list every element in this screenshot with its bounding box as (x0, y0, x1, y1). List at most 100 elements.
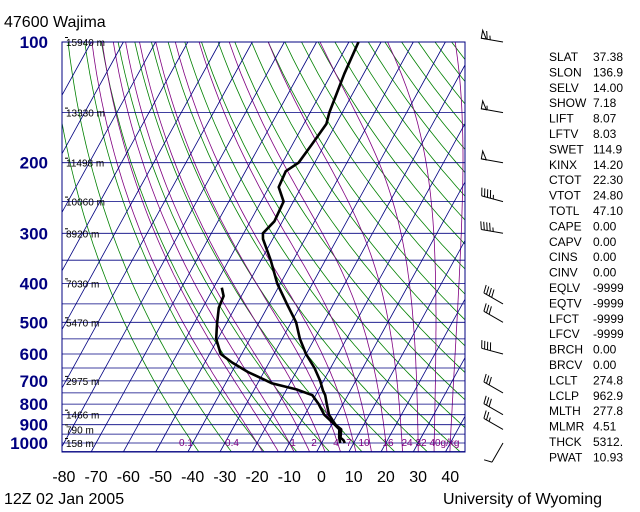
index-value: 37.38 (593, 50, 623, 64)
wind-barb-feather (486, 375, 490, 384)
dry-adiabat-line (167, 42, 428, 452)
dry-adiabat-line (62, 120, 199, 452)
x-tick-label: -10 (278, 469, 301, 486)
isotherm-line (316, 181, 466, 453)
index-value: 22.30 (593, 173, 623, 187)
index-value: 0.00 (593, 343, 617, 357)
isotherm-line (445, 416, 466, 453)
wind-barb-feather (480, 221, 482, 230)
x-tick-label: -20 (246, 469, 269, 486)
isotherm-line (61, 41, 92, 96)
wind-barb-staff (483, 403, 504, 416)
mixing-ratio-labels: 0.1 0.4 1 2 4 7 10 16 24 32 40 g/kg (179, 438, 459, 449)
wind-barb (483, 442, 504, 463)
wind-barb-half-feather (488, 417, 491, 422)
wind-barb (483, 284, 504, 305)
moist-adiabat-line (155, 42, 341, 452)
index-label: MLTH (549, 404, 581, 418)
wind-barb (483, 410, 504, 430)
moist-adiabat-line (267, 42, 403, 452)
x-tick-label: -80 (52, 469, 75, 486)
index-value: 277.8 (593, 404, 623, 418)
y-tick-label: 700 (20, 372, 48, 391)
x-tick-label: 30 (409, 469, 427, 486)
wind-barb-feather (486, 286, 490, 295)
mixing-ratio-label: 0.1 (179, 438, 193, 449)
x-tick-label: -60 (117, 469, 140, 486)
height-label: 8920 m (66, 229, 99, 240)
moist-adiabat-line (228, 42, 388, 452)
moist-adiabat-line (101, 42, 279, 452)
mixing-ratio-label: 1 (290, 438, 296, 449)
x-tick-label: -50 (149, 469, 172, 486)
index-value: -9999 (593, 281, 624, 295)
sounding-profile-line-1 (261, 42, 360, 444)
height-label: 158 m (66, 439, 94, 450)
isotherm-line (380, 299, 466, 453)
dry-adiabat-line (151, 42, 395, 452)
wind-barb-feather (491, 289, 495, 298)
index-label: THCK (549, 435, 582, 449)
wind-barb-feather (486, 30, 488, 40)
mixing-ratio-label: 4 (333, 438, 339, 449)
wind-barb (480, 28, 504, 43)
wind-barb (480, 99, 504, 114)
index-label: MLMR (549, 420, 585, 434)
index-label: BRCV (549, 358, 582, 372)
wind-barb (483, 395, 504, 416)
height-tick (65, 438, 68, 439)
index-label: BRCH (549, 343, 583, 357)
index-label: SELV (549, 81, 579, 95)
moist-adiabat-line (319, 42, 419, 452)
height-label: 5470 m (66, 318, 99, 329)
wind-barb (481, 340, 504, 355)
index-label: VTOT (549, 189, 581, 203)
mixing-ratio-label: 0.4 (225, 438, 239, 449)
index-value: 47.10 (593, 204, 623, 218)
index-value: 0.00 (593, 219, 617, 233)
wind-barb-staff (481, 195, 504, 203)
index-value: 0.00 (593, 235, 617, 249)
index-label: EQTV (549, 296, 582, 310)
index-label: LFCT (549, 312, 580, 326)
isotherm-line (348, 240, 466, 453)
index-value: -9999 (593, 296, 624, 310)
height-tick (65, 317, 68, 319)
wind-barb-feather (483, 221, 485, 231)
moist-adiabat-line (112, 42, 295, 452)
mixing-ratio-label: 2 (311, 438, 317, 449)
isotherm-line (219, 41, 446, 453)
height-label: 2975 m (66, 377, 99, 388)
wind-barb-feather (489, 222, 491, 232)
wind-barb-feather (486, 222, 488, 231)
index-value: 5312. (593, 435, 623, 449)
height-tick (65, 375, 68, 377)
x-tick-label: -40 (181, 469, 204, 486)
height-tick (65, 278, 68, 280)
wind-barb (483, 373, 504, 394)
dry-adiabat-line (334, 42, 465, 221)
index-value: 962.9 (593, 389, 623, 403)
wind-barb-feather (488, 398, 492, 407)
sounding-profiles (214, 42, 360, 444)
x-tick-label: 10 (345, 469, 363, 486)
index-label: SHOW (549, 96, 587, 110)
index-value: 8.03 (593, 127, 617, 141)
wind-barb-staff (483, 381, 504, 394)
y-tick-label: 500 (20, 313, 48, 332)
index-value: 10.93 (593, 450, 623, 464)
dry-adiabat-line (251, 42, 465, 347)
height-label: 7030 m (66, 279, 99, 290)
wind-barb-pennant (480, 28, 488, 40)
wind-barb-pennant (480, 149, 488, 161)
dry-adiabat-line (67, 42, 232, 452)
y-tick-label: 200 (20, 154, 48, 173)
index-value: 114.9 (593, 142, 622, 156)
index-label: LFTV (549, 127, 578, 141)
x-tick-label: 0 (317, 469, 326, 486)
height-labels: 15940 m 13330 m 11498 m 10060 m 8920 m 7030 m… (65, 37, 105, 450)
x-tick-label: 40 (441, 469, 459, 486)
grid-lines (61, 41, 466, 453)
mixing-ratio-label: 10 (358, 438, 370, 449)
